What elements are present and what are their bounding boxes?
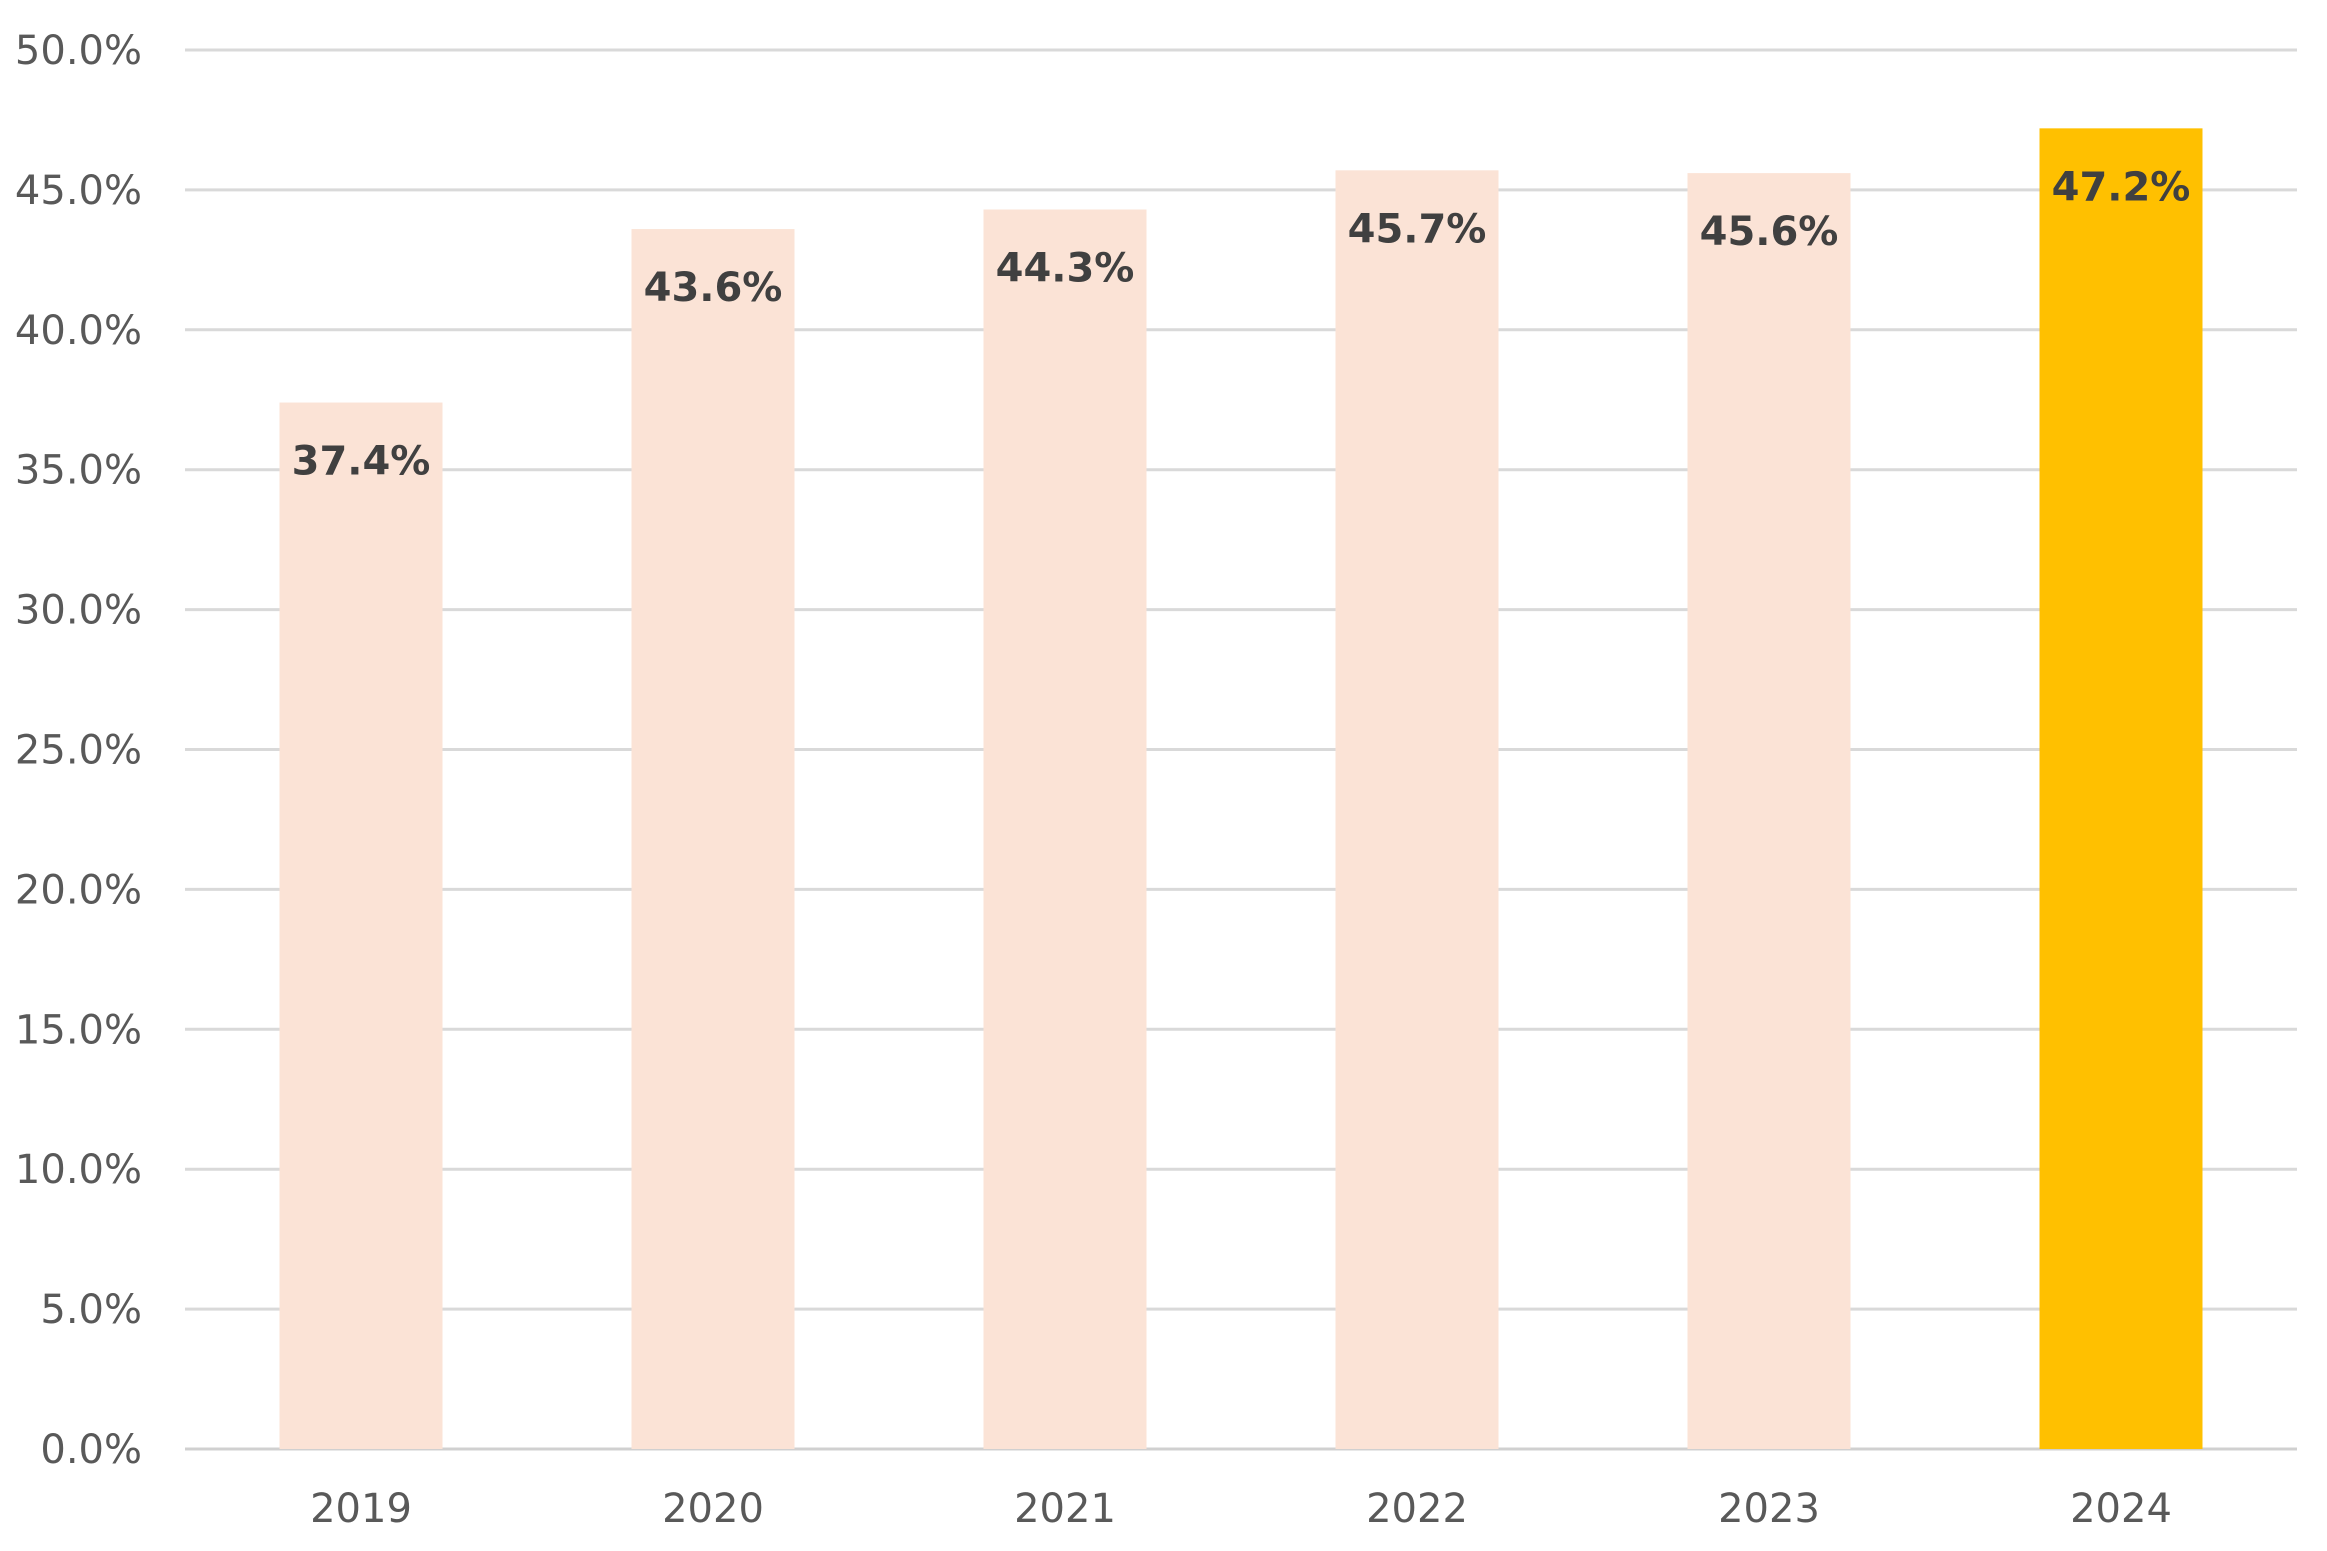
data-labels: 37.4% 43.6% 44.3% 45.7% 45.6% 47.2%: [292, 164, 2191, 484]
bar-2021: [983, 209, 1147, 1450]
data-label-2020: 43.6%: [644, 265, 783, 311]
x-tick-label-2022: 2022: [1366, 1486, 1468, 1532]
x-tick-label-2024: 2024: [2070, 1486, 2172, 1532]
y-tick-label: 15.0%: [15, 1007, 142, 1053]
bar-2023: [1687, 173, 1851, 1449]
y-tick-label: 40.0%: [15, 308, 142, 354]
y-tick-label: 0.0%: [40, 1427, 142, 1473]
x-tick-label-2021: 2021: [1014, 1486, 1116, 1532]
x-tick-label-2019: 2019: [310, 1486, 412, 1532]
y-tick-label: 35.0%: [15, 448, 142, 494]
y-tick-label: 10.0%: [15, 1147, 142, 1193]
data-label-2021: 44.3%: [996, 245, 1135, 291]
y-tick-label: 30.0%: [15, 588, 142, 634]
data-label-2022: 45.7%: [1348, 206, 1487, 252]
x-tick-label-2023: 2023: [1718, 1486, 1820, 1532]
data-label-2023: 45.6%: [1700, 209, 1839, 255]
y-tick-label: 45.0%: [15, 168, 142, 214]
bar-2024: [2039, 128, 2203, 1449]
bar-2019: [279, 402, 443, 1450]
bar-2022: [1335, 170, 1499, 1450]
y-axis-ticks: 0.0% 5.0% 10.0% 15.0% 20.0% 25.0% 30.0% 35.0% 40…: [15, 28, 142, 1473]
gridlines: [185, 48, 2297, 1451]
bar-2020: [631, 229, 795, 1449]
data-label-2019: 37.4%: [292, 439, 431, 485]
x-axis-ticks: 2019 2020 2021 2022 2023 2024: [310, 1486, 2172, 1532]
x-tick-label-2020: 2020: [662, 1486, 764, 1532]
y-tick-label: 25.0%: [15, 728, 142, 774]
y-tick-label: 20.0%: [15, 867, 142, 913]
bars: [279, 128, 2203, 1450]
y-tick-label: 50.0%: [15, 28, 142, 74]
data-label-2024: 47.2%: [2052, 164, 2191, 210]
y-tick-label: 5.0%: [40, 1287, 142, 1333]
